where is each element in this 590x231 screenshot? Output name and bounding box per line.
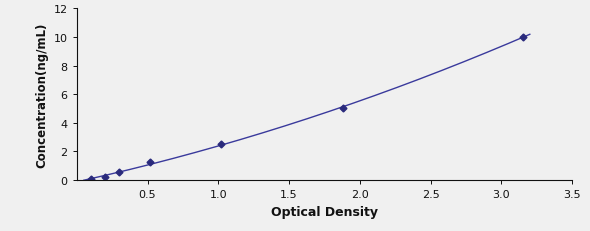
Y-axis label: Concentration(ng/mL): Concentration(ng/mL) (35, 22, 48, 167)
X-axis label: Optical Density: Optical Density (271, 205, 378, 218)
